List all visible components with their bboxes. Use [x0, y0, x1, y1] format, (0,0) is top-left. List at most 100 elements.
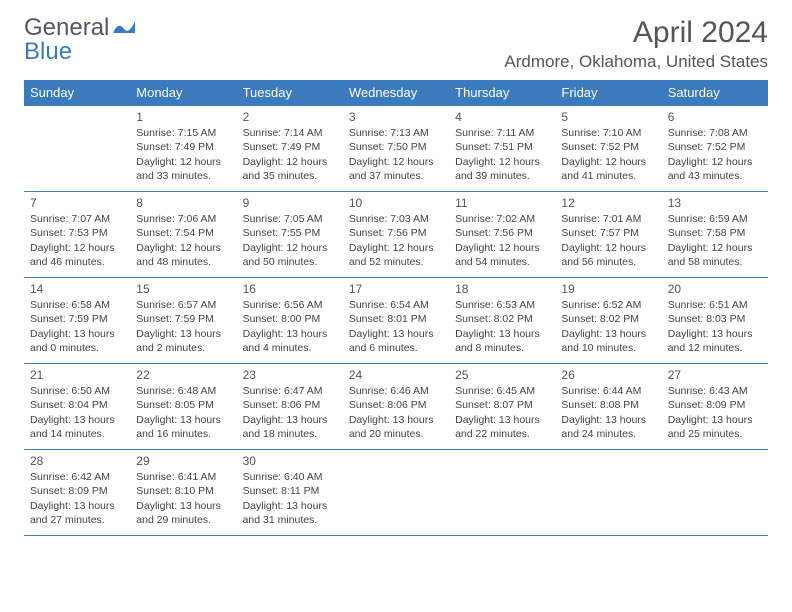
day-sunrise: Sunrise: 6:42 AM — [30, 470, 124, 484]
day-daylight1: Daylight: 13 hours — [668, 327, 762, 341]
calendar-row: 7Sunrise: 7:07 AMSunset: 7:53 PMDaylight… — [24, 192, 768, 278]
day-daylight1: Daylight: 12 hours — [668, 155, 762, 169]
calendar-cell: 9Sunrise: 7:05 AMSunset: 7:55 PMDaylight… — [237, 192, 343, 278]
day-number: 13 — [668, 195, 762, 211]
day-sunset: Sunset: 8:06 PM — [243, 398, 337, 412]
day-daylight1: Daylight: 12 hours — [243, 241, 337, 255]
day-number: 30 — [243, 453, 337, 469]
day-number: 7 — [30, 195, 124, 211]
day-daylight2: and 29 minutes. — [136, 513, 230, 527]
day-sunrise: Sunrise: 7:07 AM — [30, 212, 124, 226]
day-daylight1: Daylight: 13 hours — [136, 327, 230, 341]
day-sunrise: Sunrise: 6:44 AM — [561, 384, 655, 398]
day-sunrise: Sunrise: 6:57 AM — [136, 298, 230, 312]
day-sunset: Sunset: 8:08 PM — [561, 398, 655, 412]
calendar-cell: 15Sunrise: 6:57 AMSunset: 7:59 PMDayligh… — [130, 278, 236, 364]
day-number: 9 — [243, 195, 337, 211]
day-daylight2: and 4 minutes. — [243, 341, 337, 355]
day-daylight1: Daylight: 13 hours — [30, 499, 124, 513]
day-daylight2: and 31 minutes. — [243, 513, 337, 527]
day-daylight2: and 58 minutes. — [668, 255, 762, 269]
day-sunset: Sunset: 8:03 PM — [668, 312, 762, 326]
day-daylight1: Daylight: 13 hours — [243, 413, 337, 427]
day-number: 24 — [349, 367, 443, 383]
calendar-cell: 17Sunrise: 6:54 AMSunset: 8:01 PMDayligh… — [343, 278, 449, 364]
day-number: 2 — [243, 109, 337, 125]
title-block: April 2024 Ardmore, Oklahoma, United Sta… — [504, 16, 768, 72]
day-sunset: Sunset: 8:09 PM — [30, 484, 124, 498]
calendar-cell — [24, 106, 130, 192]
day-daylight2: and 6 minutes. — [349, 341, 443, 355]
calendar-cell — [662, 450, 768, 536]
day-number: 25 — [455, 367, 549, 383]
day-number: 12 — [561, 195, 655, 211]
day-sunset: Sunset: 7:59 PM — [30, 312, 124, 326]
day-daylight2: and 24 minutes. — [561, 427, 655, 441]
day-daylight1: Daylight: 12 hours — [668, 241, 762, 255]
calendar-cell: 25Sunrise: 6:45 AMSunset: 8:07 PMDayligh… — [449, 364, 555, 450]
day-number: 19 — [561, 281, 655, 297]
day-daylight1: Daylight: 13 hours — [561, 327, 655, 341]
day-daylight2: and 43 minutes. — [668, 169, 762, 183]
calendar-cell: 4Sunrise: 7:11 AMSunset: 7:51 PMDaylight… — [449, 106, 555, 192]
day-sunset: Sunset: 8:11 PM — [243, 484, 337, 498]
day-sunrise: Sunrise: 7:11 AM — [455, 126, 549, 140]
day-sunset: Sunset: 8:04 PM — [30, 398, 124, 412]
day-sunset: Sunset: 8:02 PM — [455, 312, 549, 326]
day-number: 29 — [136, 453, 230, 469]
day-daylight2: and 41 minutes. — [561, 169, 655, 183]
day-daylight2: and 22 minutes. — [455, 427, 549, 441]
day-sunrise: Sunrise: 7:10 AM — [561, 126, 655, 140]
day-sunrise: Sunrise: 6:52 AM — [561, 298, 655, 312]
day-sunrise: Sunrise: 7:14 AM — [243, 126, 337, 140]
day-daylight2: and 56 minutes. — [561, 255, 655, 269]
weekday-header: Sunday — [24, 80, 130, 106]
day-sunrise: Sunrise: 6:53 AM — [455, 298, 549, 312]
day-daylight1: Daylight: 12 hours — [349, 241, 443, 255]
day-sunset: Sunset: 8:02 PM — [561, 312, 655, 326]
calendar-cell: 30Sunrise: 6:40 AMSunset: 8:11 PMDayligh… — [237, 450, 343, 536]
day-daylight1: Daylight: 12 hours — [561, 155, 655, 169]
logo-blue: Blue — [24, 38, 72, 65]
calendar-cell: 10Sunrise: 7:03 AMSunset: 7:56 PMDayligh… — [343, 192, 449, 278]
logo-text-wrap: General Blue — [24, 16, 135, 64]
day-number: 20 — [668, 281, 762, 297]
day-sunrise: Sunrise: 7:15 AM — [136, 126, 230, 140]
day-daylight1: Daylight: 13 hours — [561, 413, 655, 427]
day-daylight2: and 54 minutes. — [455, 255, 549, 269]
day-number: 8 — [136, 195, 230, 211]
day-sunset: Sunset: 7:56 PM — [349, 226, 443, 240]
day-daylight2: and 2 minutes. — [136, 341, 230, 355]
calendar-row: 28Sunrise: 6:42 AMSunset: 8:09 PMDayligh… — [24, 450, 768, 536]
day-number: 4 — [455, 109, 549, 125]
calendar-cell: 16Sunrise: 6:56 AMSunset: 8:00 PMDayligh… — [237, 278, 343, 364]
day-sunrise: Sunrise: 6:46 AM — [349, 384, 443, 398]
day-number: 18 — [455, 281, 549, 297]
day-daylight1: Daylight: 12 hours — [455, 155, 549, 169]
day-sunset: Sunset: 7:52 PM — [561, 140, 655, 154]
day-sunset: Sunset: 7:49 PM — [136, 140, 230, 154]
day-number: 1 — [136, 109, 230, 125]
calendar-cell: 26Sunrise: 6:44 AMSunset: 8:08 PMDayligh… — [555, 364, 661, 450]
calendar-cell: 14Sunrise: 6:58 AMSunset: 7:59 PMDayligh… — [24, 278, 130, 364]
day-number: 17 — [349, 281, 443, 297]
day-sunrise: Sunrise: 6:41 AM — [136, 470, 230, 484]
day-sunset: Sunset: 8:09 PM — [668, 398, 762, 412]
day-sunrise: Sunrise: 6:59 AM — [668, 212, 762, 226]
day-sunrise: Sunrise: 7:05 AM — [243, 212, 337, 226]
day-sunrise: Sunrise: 7:13 AM — [349, 126, 443, 140]
page-location: Ardmore, Oklahoma, United States — [504, 52, 768, 72]
day-number: 27 — [668, 367, 762, 383]
calendar-body: 1Sunrise: 7:15 AMSunset: 7:49 PM Daylight… — [24, 106, 768, 536]
calendar-cell: 28Sunrise: 6:42 AMSunset: 8:09 PMDayligh… — [24, 450, 130, 536]
day-sunset: Sunset: 7:59 PM — [136, 312, 230, 326]
calendar-cell: 20Sunrise: 6:51 AMSunset: 8:03 PMDayligh… — [662, 278, 768, 364]
day-sunrise: Sunrise: 6:47 AM — [243, 384, 337, 398]
calendar-cell: 12Sunrise: 7:01 AMSunset: 7:57 PMDayligh… — [555, 192, 661, 278]
calendar-table: Sunday Monday Tuesday Wednesday Thursday… — [24, 80, 768, 536]
day-daylight1: Daylight: 13 hours — [668, 413, 762, 427]
calendar-cell: 21Sunrise: 6:50 AMSunset: 8:04 PMDayligh… — [24, 364, 130, 450]
day-daylight2: and 20 minutes. — [349, 427, 443, 441]
day-daylight1: Daylight: 12 hours — [30, 241, 124, 255]
day-sunset: Sunset: 7:53 PM — [30, 226, 124, 240]
